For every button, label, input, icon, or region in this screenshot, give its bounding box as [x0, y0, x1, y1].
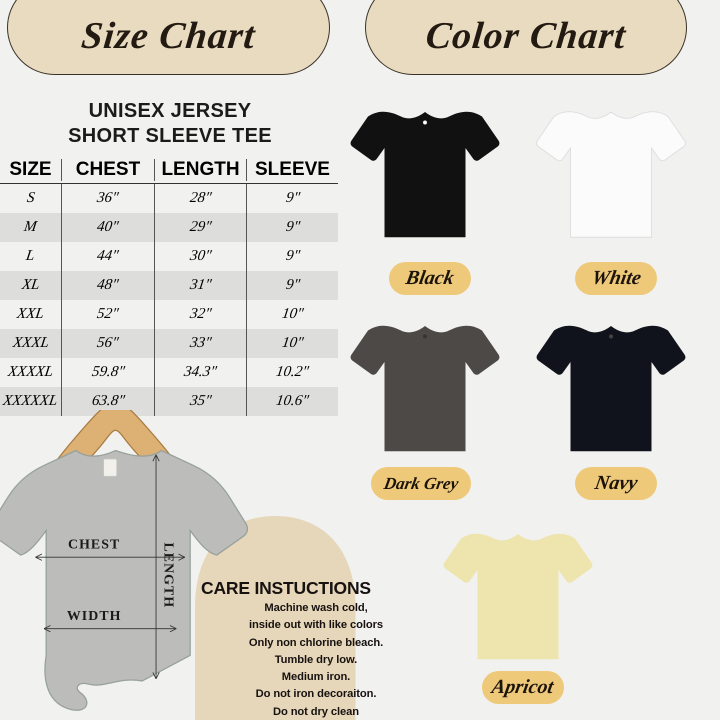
svg-text:WIDTH: WIDTH: [67, 608, 122, 623]
svg-text:LENGTH: LENGTH: [162, 542, 177, 608]
svg-text:CHEST: CHEST: [68, 537, 120, 552]
